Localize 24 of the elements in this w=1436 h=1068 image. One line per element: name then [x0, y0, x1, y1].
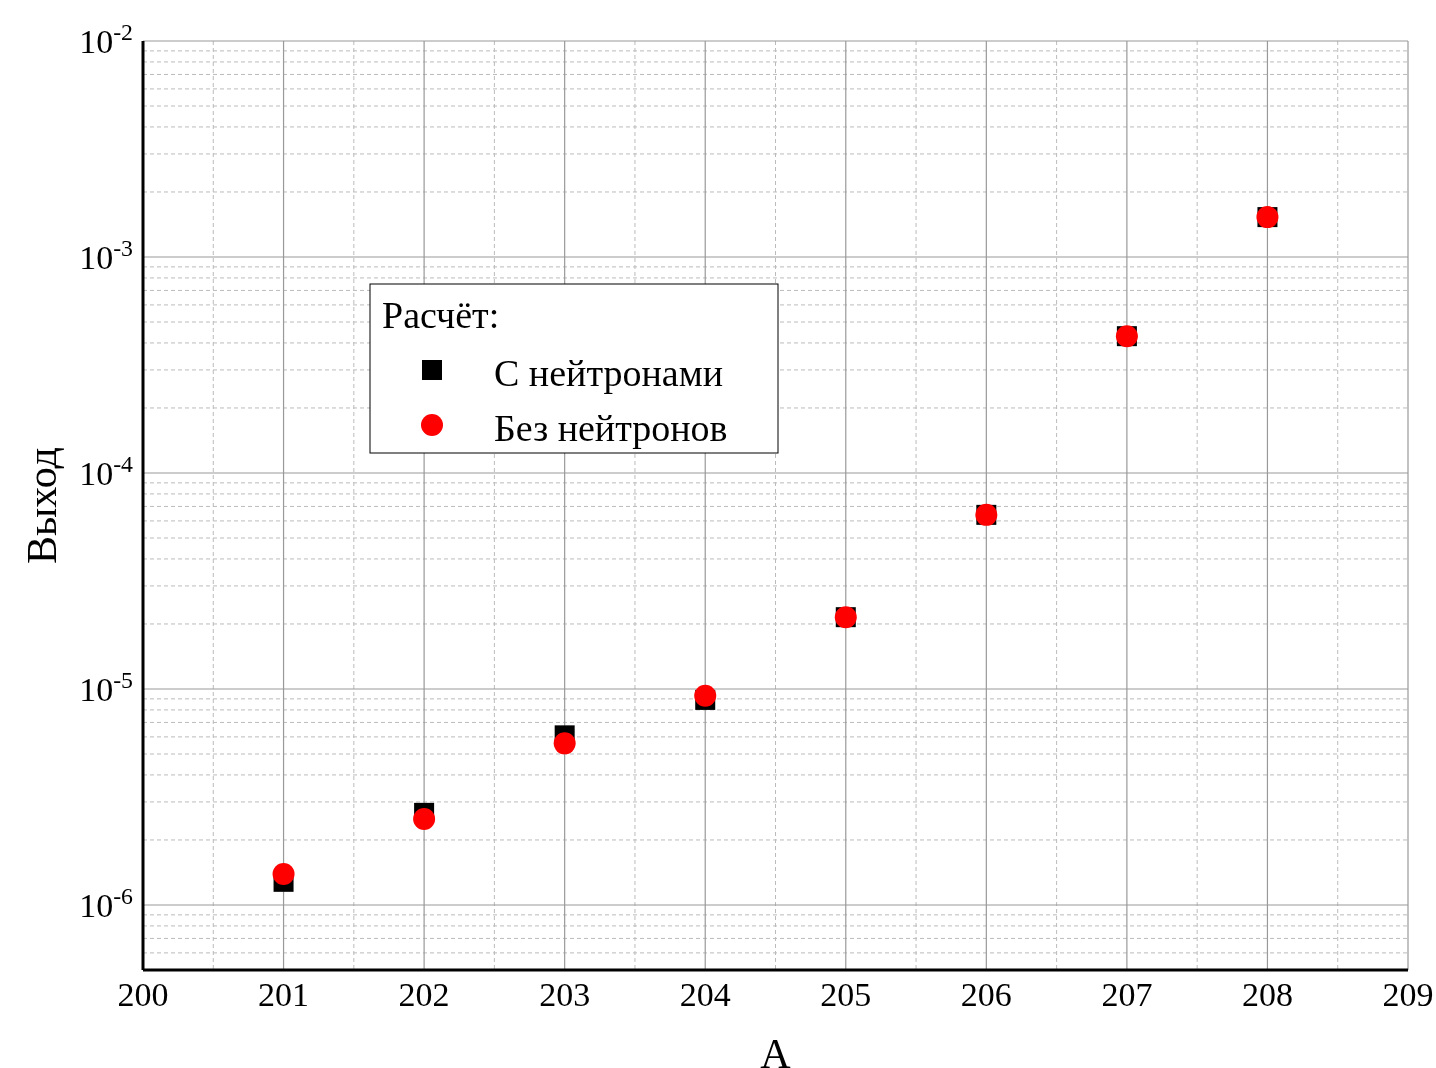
- x-tick-label: 203: [539, 976, 591, 1013]
- legend-title: Расчёт:: [382, 294, 500, 336]
- legend-label: С нейтронами: [494, 352, 724, 394]
- x-tick-label: 205: [820, 976, 872, 1013]
- x-axis-title: A: [760, 1031, 792, 1068]
- x-tick-label: 207: [1101, 976, 1153, 1013]
- y-tick-label: 10$^{-5}$: [79, 666, 133, 708]
- x-tick-label: 204: [679, 976, 731, 1013]
- x-tick-label: 202: [398, 976, 450, 1013]
- y-axis-title: Выход: [19, 447, 65, 564]
- y-tick-label: 10$^{-4}$: [79, 450, 134, 492]
- point: [272, 863, 295, 886]
- x-tick-label: 200: [117, 976, 169, 1013]
- y-tick-label: 10$^{-6}$: [79, 882, 134, 924]
- x-tick-label: 206: [960, 976, 1012, 1013]
- x-tick-label: 201: [258, 976, 310, 1013]
- point: [413, 808, 436, 831]
- x-tick-label: 209: [1382, 976, 1434, 1013]
- point: [553, 732, 576, 755]
- x-tick-label: 208: [1241, 976, 1293, 1013]
- y-tick-label: 10$^{-3}$: [79, 234, 133, 276]
- point: [694, 684, 717, 707]
- y-tick-label: 10$^{-2}$: [79, 19, 133, 60]
- legend-label: Без нейтронов: [494, 407, 728, 449]
